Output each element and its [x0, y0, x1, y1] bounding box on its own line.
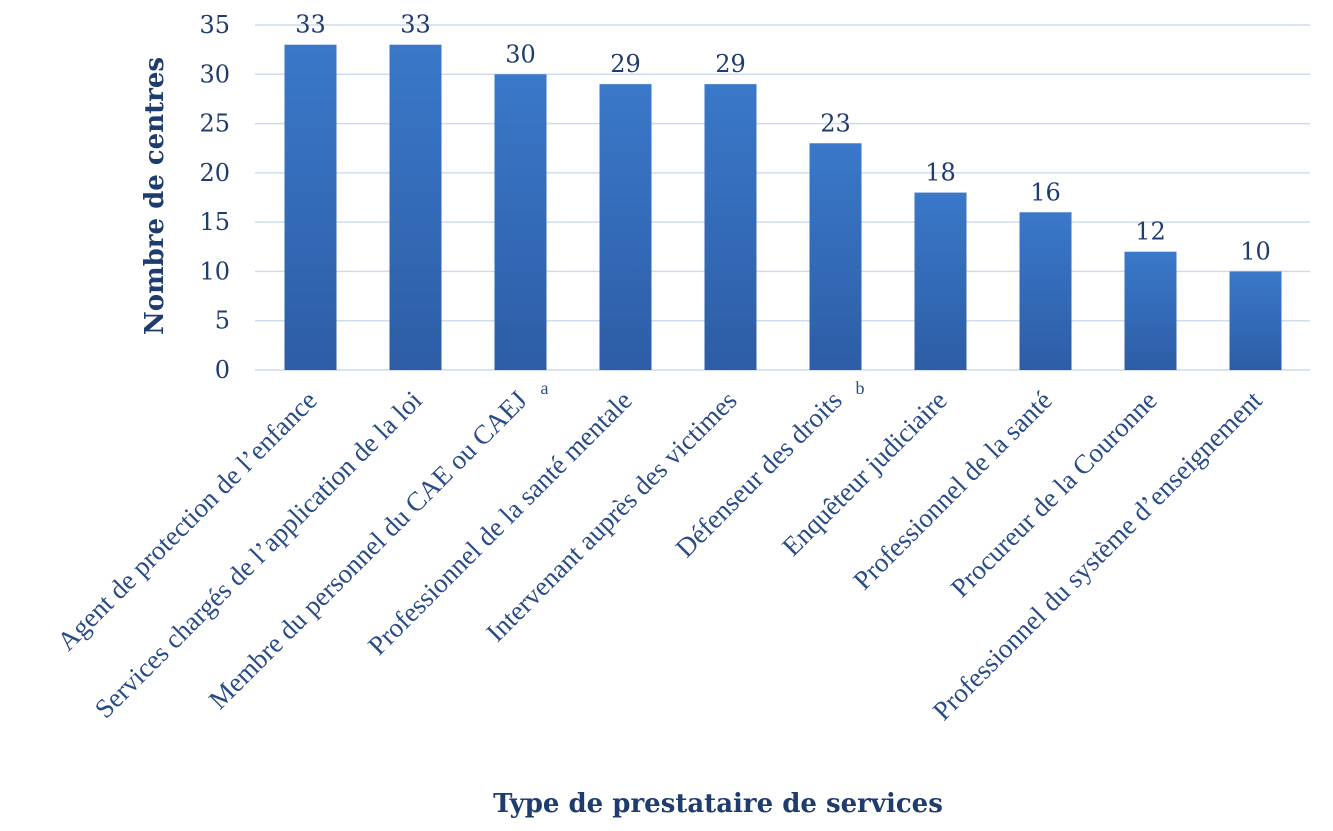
- bar-3: [494, 74, 547, 371]
- y-tick-label: 20: [199, 159, 230, 187]
- bar-10: [1229, 271, 1282, 370]
- y-tick-label: 15: [199, 208, 230, 236]
- data-label-1: 33: [295, 11, 326, 39]
- y-tick-label: 5: [215, 307, 230, 335]
- y-tick-label: 10: [199, 257, 230, 285]
- category-label-8: Professionnel de la santé: [847, 385, 1058, 596]
- data-label-8: 16: [1030, 178, 1061, 206]
- data-labels: 33 33 30 29 29 23 18 16 12 10: [295, 11, 1271, 266]
- bar-7: [914, 192, 967, 370]
- y-axis-ticks: 0 5 10 15 20 25 30 35: [199, 11, 230, 384]
- y-tick-label: 30: [199, 60, 230, 88]
- x-axis-categories: Agent de protection de l’enfanceServices…: [51, 378, 1268, 726]
- bar-2: [389, 44, 442, 370]
- bar-5: [704, 84, 757, 371]
- y-tick-label: 25: [199, 110, 230, 138]
- bar-9: [1124, 251, 1177, 370]
- category-superscript-6: b: [856, 378, 865, 398]
- data-label-3: 30: [505, 40, 536, 68]
- bar-6: [809, 143, 862, 370]
- data-label-5: 29: [715, 50, 746, 78]
- y-tick-label: 35: [199, 11, 230, 39]
- data-label-7: 18: [925, 159, 956, 187]
- data-label-4: 29: [610, 50, 641, 78]
- bars: [284, 44, 1282, 371]
- bar-8: [1019, 212, 1072, 370]
- category-superscript-3: a: [541, 378, 549, 398]
- bar-1: [284, 44, 337, 370]
- data-label-2: 33: [400, 11, 431, 39]
- x-axis-title: Type de prestataire de services: [493, 789, 943, 819]
- category-label-9: Procureur de la Couronne: [945, 385, 1163, 603]
- data-label-6: 23: [820, 109, 851, 137]
- y-tick-label: 0: [215, 356, 230, 384]
- y-axis-title: Nombre de centres: [140, 57, 170, 335]
- data-label-10: 10: [1240, 237, 1271, 265]
- bar-4: [599, 84, 652, 371]
- data-label-9: 12: [1135, 218, 1166, 246]
